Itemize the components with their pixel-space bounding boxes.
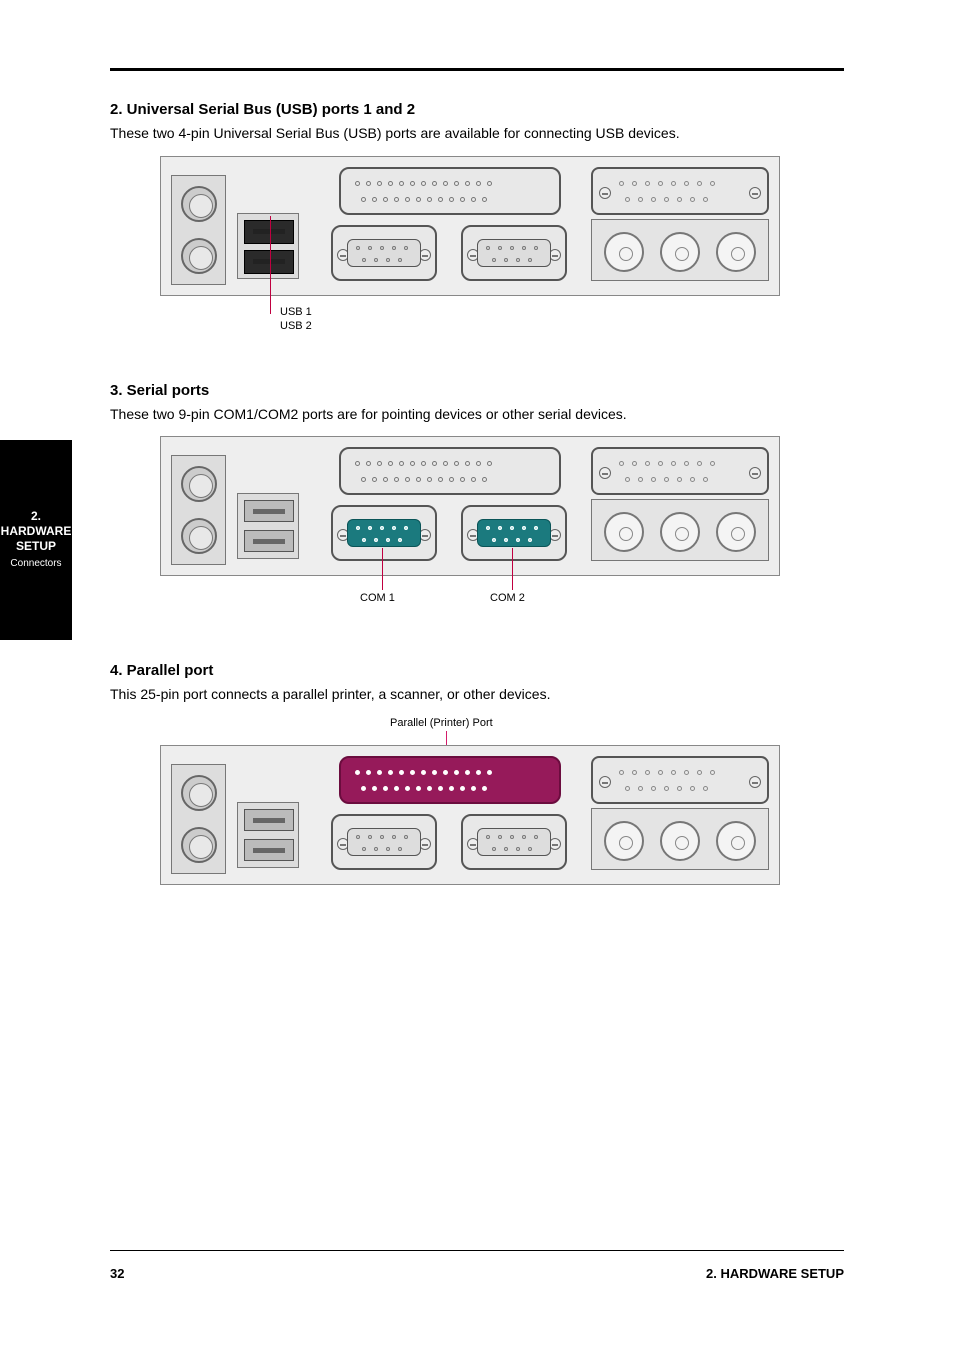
rear-panel [160, 745, 780, 885]
serial-shell-a [331, 505, 437, 561]
ps2-port [181, 518, 217, 554]
document-page: 2. HARDWARE SETUP Connectors 2. Universa… [0, 0, 954, 1351]
rear-panel [160, 156, 780, 296]
top-rule [110, 68, 844, 71]
side-tab-chapter: 2. HARDWARE SETUP [1, 509, 72, 554]
callout-label: Parallel (Printer) Port [390, 717, 493, 729]
ps2-port [181, 827, 217, 863]
audio-jack [716, 232, 756, 272]
audio-jack [716, 821, 756, 861]
parallel-shell [339, 167, 561, 215]
section-body: These two 4-pin Universal Serial Bus (US… [110, 124, 844, 144]
midi-block [591, 447, 769, 495]
rear-panel [160, 436, 780, 576]
section-title: 3. Serial ports [110, 382, 844, 399]
audio-jack [660, 821, 700, 861]
ps2-block [171, 175, 226, 285]
section-title: 2. Universal Serial Bus (USB) ports 1 an… [110, 101, 844, 118]
figure-parallel: Parallel (Printer) Port [160, 717, 780, 917]
serial-shell-b [461, 505, 567, 561]
usb-port [244, 500, 294, 522]
ps2-port [181, 775, 217, 811]
figure-serial: COM 1 COM 2 [160, 436, 780, 636]
usb-port-2 [244, 250, 294, 274]
midi-block [591, 756, 769, 804]
audio-jack [660, 232, 700, 272]
serial-shell-b [461, 225, 567, 281]
callout-label: USB 1 [280, 306, 312, 318]
audio-block [591, 499, 769, 561]
side-tab-sub: Connectors [10, 558, 61, 571]
ps2-block [171, 455, 226, 565]
footer-rule [110, 1250, 844, 1251]
midi-block [591, 167, 769, 215]
callout-line [512, 548, 513, 590]
section-serial: 3. Serial ports These two 9-pin COM1/COM… [110, 382, 844, 637]
callout-label: COM 1 [360, 592, 395, 604]
usb-port-1 [244, 220, 294, 244]
audio-jack [604, 512, 644, 552]
audio-block [591, 808, 769, 870]
page-number: 32 [110, 1266, 124, 1281]
chapter-side-tab: 2. HARDWARE SETUP Connectors [0, 440, 72, 640]
usb-block [237, 493, 299, 559]
callout-label: COM 2 [490, 592, 525, 604]
audio-jack [604, 821, 644, 861]
ps2-port [181, 238, 217, 274]
serial-shell-a [331, 225, 437, 281]
ps2-block [171, 764, 226, 874]
figure-usb: USB 1 USB 2 [160, 156, 780, 356]
callout-line [382, 548, 383, 590]
section-title: 4. Parallel port [110, 662, 844, 679]
section-usb: 2. Universal Serial Bus (USB) ports 1 an… [110, 101, 844, 356]
usb-port [244, 839, 294, 861]
parallel-shell [339, 447, 561, 495]
footer-chapter: 2. HARDWARE SETUP [706, 1266, 844, 1281]
callout-line [270, 216, 271, 314]
ps2-port [181, 186, 217, 222]
usb-block [237, 213, 299, 279]
callout-label: USB 2 [280, 320, 312, 332]
ps2-port [181, 466, 217, 502]
audio-jack [604, 232, 644, 272]
audio-jack [660, 512, 700, 552]
audio-jack [716, 512, 756, 552]
section-parallel: 4. Parallel port This 25-pin port connec… [110, 662, 844, 917]
usb-block [237, 802, 299, 868]
serial-shell-a [331, 814, 437, 870]
section-body: These two 9-pin COM1/COM2 ports are for … [110, 405, 844, 425]
usb-port [244, 809, 294, 831]
serial-shell-b [461, 814, 567, 870]
section-body: This 25-pin port connects a parallel pri… [110, 685, 844, 705]
parallel-shell [339, 756, 561, 804]
audio-block [591, 219, 769, 281]
usb-port [244, 530, 294, 552]
